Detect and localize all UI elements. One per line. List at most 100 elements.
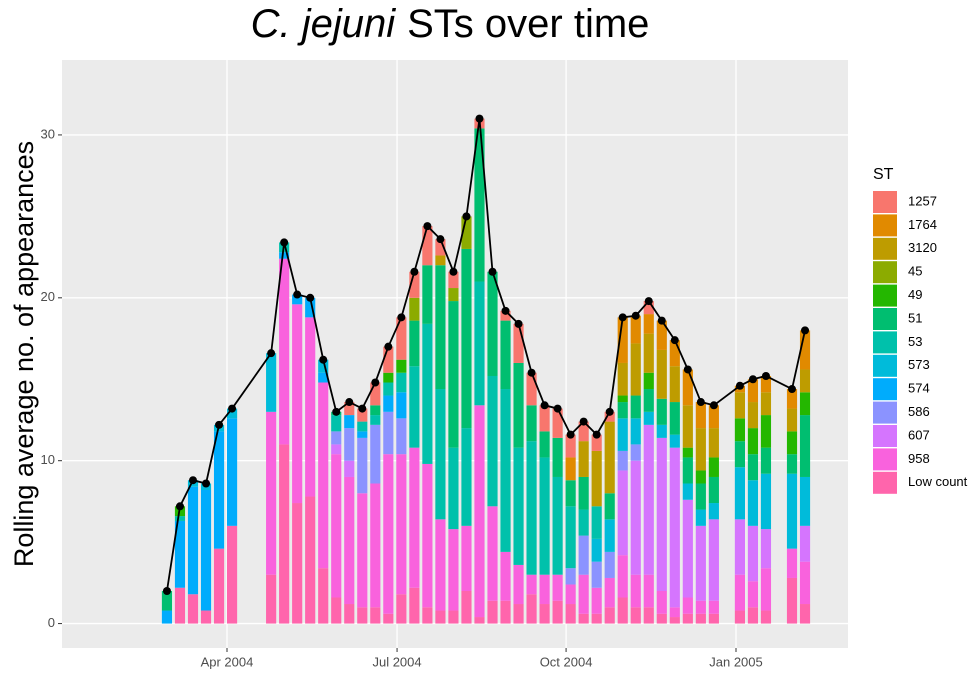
- bar-segment: [357, 437, 368, 494]
- y-tick-label: 10: [41, 452, 55, 467]
- bar-segment: [734, 467, 745, 520]
- bar-segment: [526, 405, 537, 442]
- bar-segment: [669, 434, 680, 448]
- bar-segment: [630, 418, 641, 445]
- bar-segment: [617, 450, 628, 471]
- bar-segment: [461, 216, 472, 249]
- x-tick-label: Jan 2005: [709, 654, 763, 669]
- bar-segment: [630, 343, 641, 396]
- bar-segment: [591, 587, 602, 614]
- x-tick-label: Oct 2004: [540, 654, 593, 669]
- total-point: [449, 267, 458, 276]
- bar-segment: [357, 607, 368, 624]
- bar-segment: [187, 486, 199, 595]
- bar-segment: [174, 587, 186, 624]
- bar-segment: [643, 424, 654, 575]
- bar-segment: [708, 476, 719, 504]
- bar-segment: [213, 548, 225, 624]
- bar-segment: [357, 421, 368, 432]
- bar-segment: [383, 613, 394, 624]
- bar-segment: [422, 265, 433, 324]
- bar-segment: [474, 281, 485, 406]
- bar-segment: [734, 574, 745, 611]
- bar-segment: [318, 359, 329, 373]
- bar-segment: [435, 239, 446, 256]
- bar-segment: [344, 428, 355, 461]
- total-point: [761, 371, 770, 380]
- bar-segment: [422, 607, 433, 624]
- total-point: [189, 476, 197, 485]
- total-point: [631, 311, 640, 320]
- bar-segment: [396, 594, 407, 624]
- bar-segment: [760, 529, 772, 569]
- bar-segment: [331, 454, 342, 598]
- bar-segment: [695, 600, 706, 614]
- bar-segment: [682, 369, 693, 406]
- bar-segment: [344, 604, 355, 624]
- total-point: [605, 407, 614, 416]
- bar-segment: [708, 405, 719, 429]
- bar-segment: [396, 317, 407, 360]
- bar-segment: [669, 340, 680, 367]
- bar-segment: [526, 594, 537, 624]
- bar-segment: [161, 610, 173, 624]
- bar-segment: [643, 372, 654, 390]
- bar-segment: [617, 555, 628, 598]
- bar-segment: [370, 483, 381, 608]
- y-axis-label: Rolling average no. of appearances: [9, 141, 39, 567]
- total-point: [384, 342, 393, 351]
- total-point: [162, 586, 171, 595]
- bar-segment: [318, 568, 329, 624]
- bar-segment: [513, 323, 524, 363]
- total-point: [332, 407, 341, 416]
- bar-segment: [617, 470, 628, 556]
- bar-segment: [396, 418, 407, 455]
- bar-segment: [656, 349, 667, 399]
- bar-segment: [565, 584, 576, 605]
- bar-segment: [266, 353, 277, 412]
- bar-segment: [734, 519, 745, 575]
- bar-segment: [591, 434, 602, 451]
- total-point: [514, 319, 523, 328]
- bar-segment: [461, 248, 472, 429]
- bar-segment: [487, 375, 498, 507]
- bar-segment: [682, 483, 693, 500]
- bar-segment: [578, 613, 589, 624]
- bar-segment: [200, 490, 212, 611]
- bar-segment: [578, 574, 589, 614]
- bar-segment: [565, 434, 576, 458]
- bar-segment: [266, 574, 277, 624]
- bar-segment: [331, 597, 342, 624]
- bar-segment: [383, 454, 394, 614]
- bar-segment: [526, 574, 537, 595]
- bar-segment: [305, 496, 316, 624]
- bar-segment: [266, 411, 277, 575]
- bar-segment: [357, 431, 368, 438]
- total-point: [735, 381, 744, 390]
- bar-segment: [539, 405, 550, 432]
- total-point: [462, 212, 471, 221]
- bar-segment: [695, 483, 706, 510]
- bar-segment: [604, 411, 615, 422]
- bar-segment: [786, 473, 798, 549]
- bar-segment: [604, 493, 615, 520]
- bar-segment: [786, 548, 798, 578]
- total-point: [397, 313, 406, 322]
- bar-segment: [383, 411, 394, 455]
- total-point: [709, 401, 718, 410]
- bar-segment: [695, 470, 706, 484]
- legend-label: 1257: [908, 193, 937, 208]
- bar-segment: [396, 454, 407, 595]
- bar-segment: [448, 447, 459, 530]
- bar-segment: [799, 415, 811, 477]
- bar-segment: [513, 447, 524, 565]
- total-point: [345, 398, 354, 407]
- bar-segment: [448, 288, 459, 302]
- bar-segment: [747, 454, 759, 481]
- bar-segment: [539, 431, 550, 458]
- bar-segment: [565, 506, 576, 569]
- bar-segment: [187, 594, 199, 624]
- bar-segment: [799, 561, 811, 605]
